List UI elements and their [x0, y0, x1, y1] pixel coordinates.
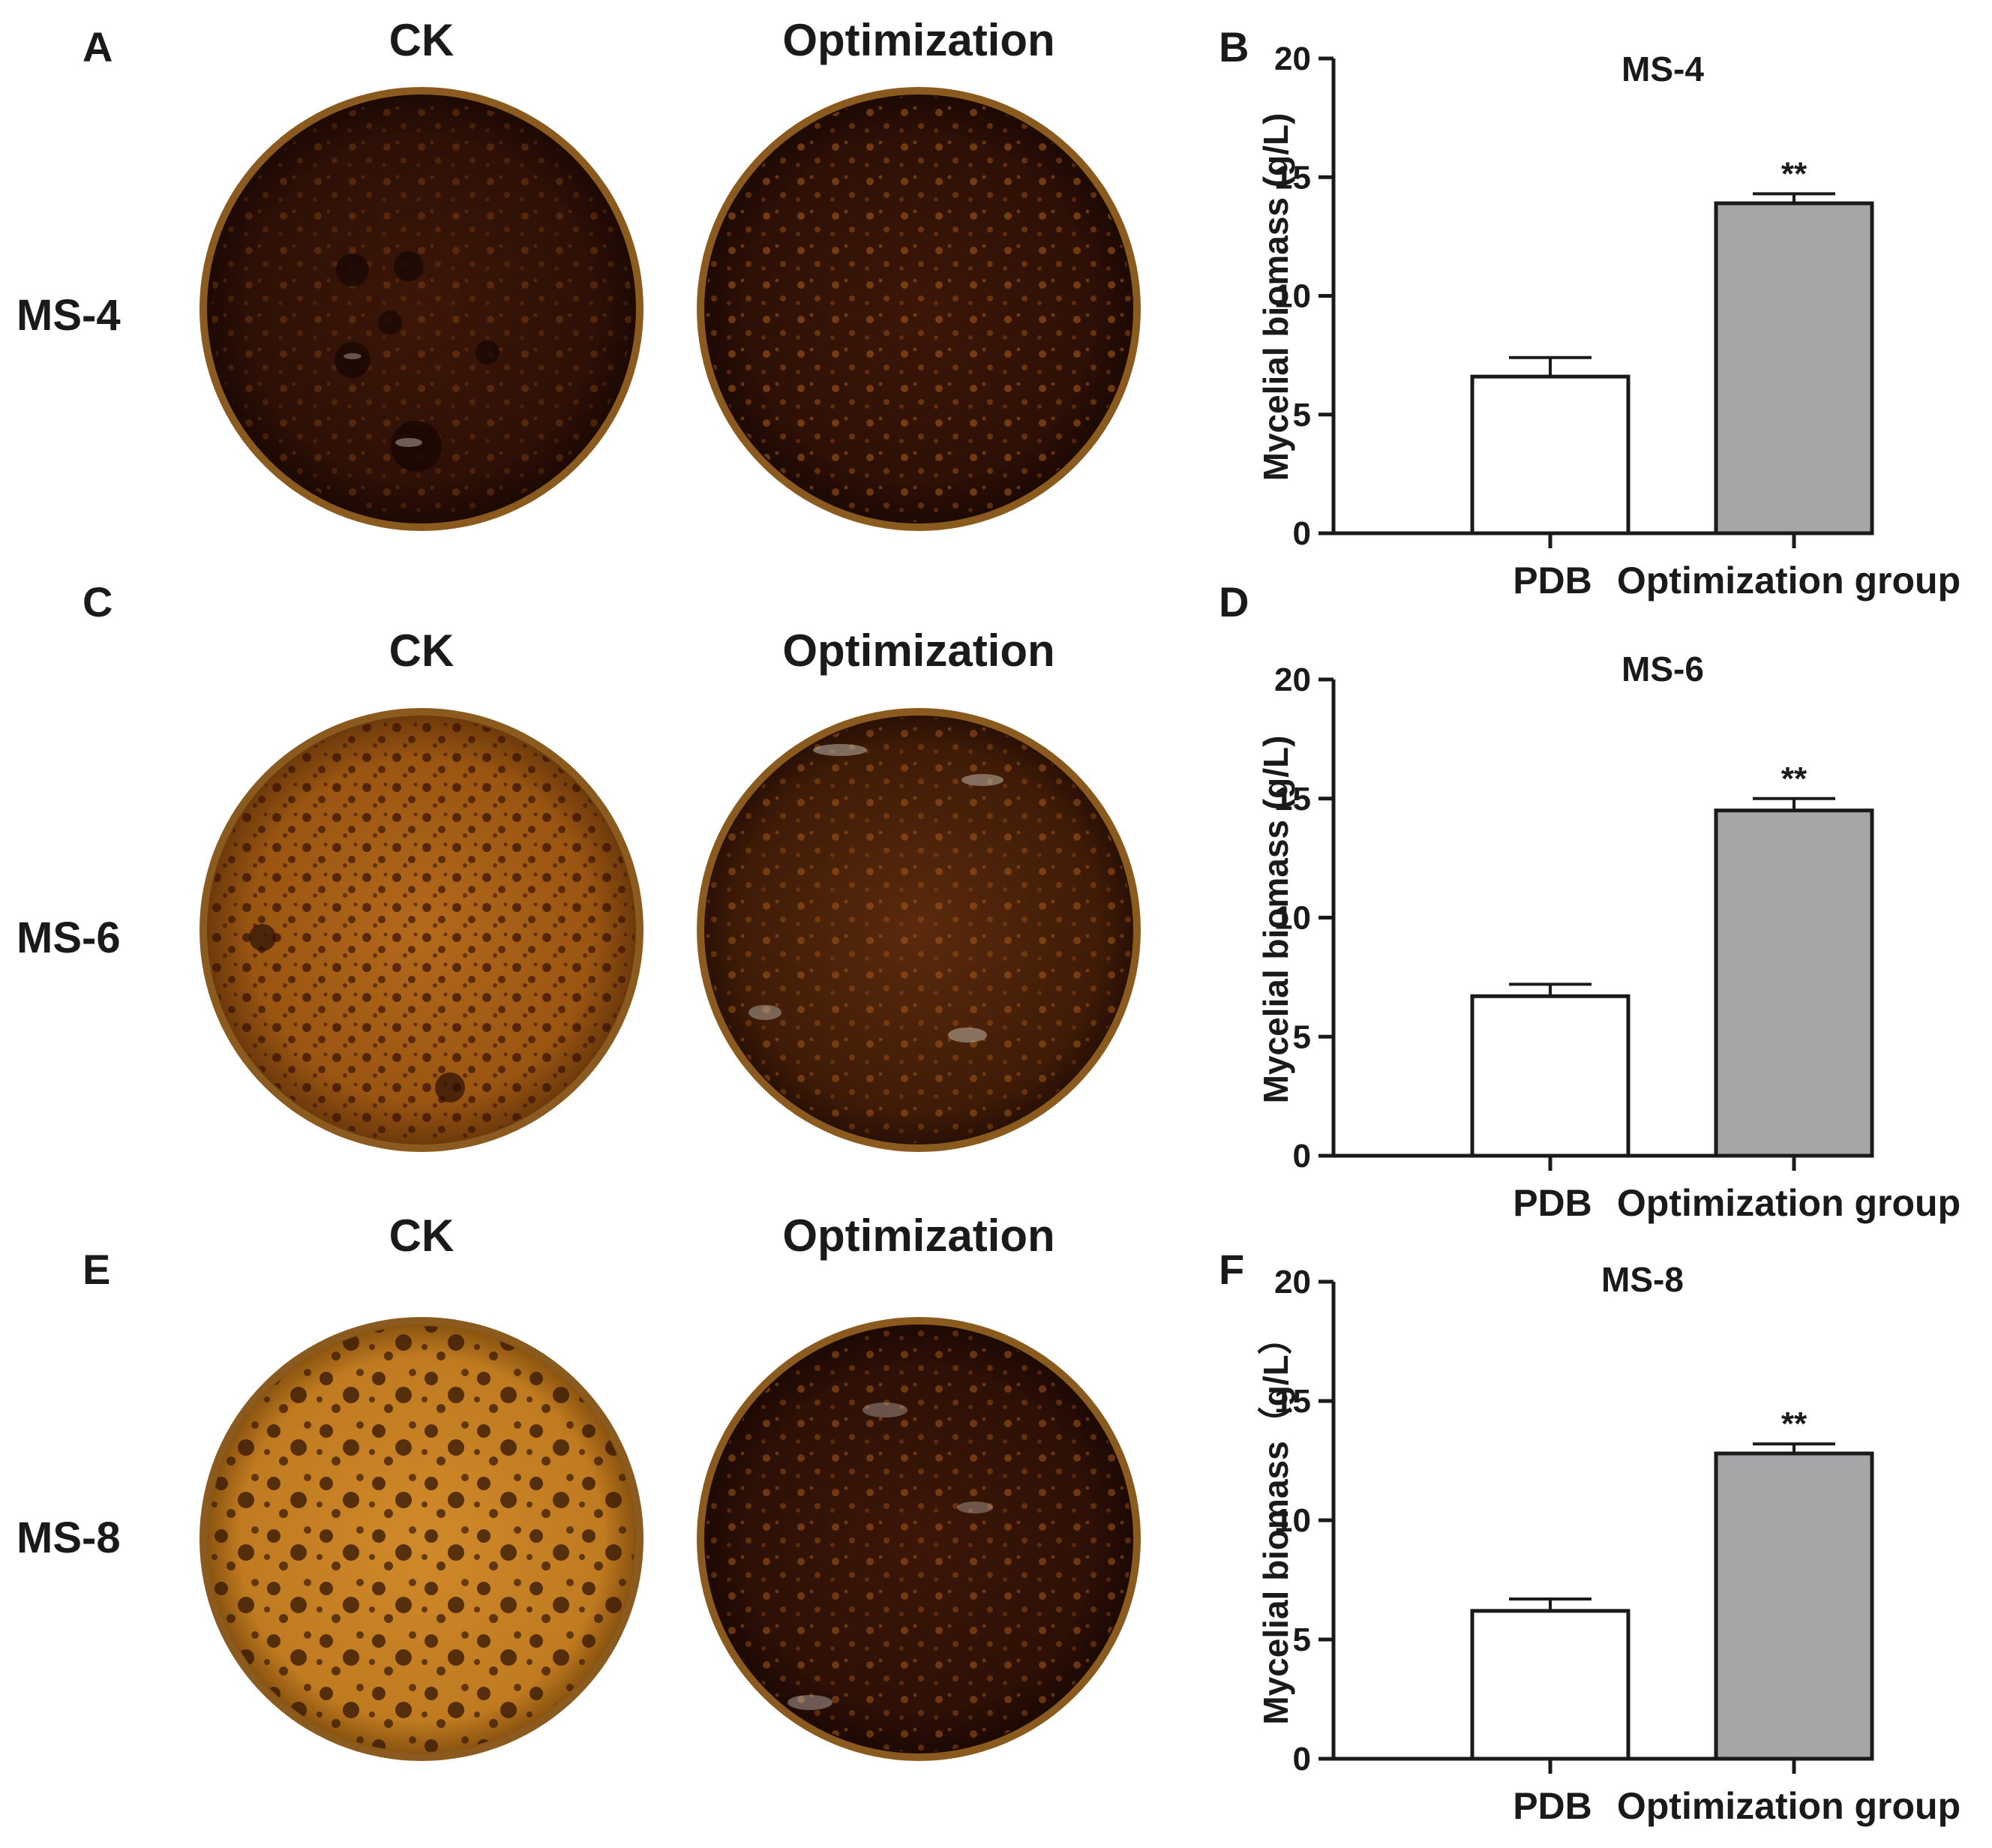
y-tick-label: 5: [1293, 1622, 1311, 1658]
y-tick-label: 20: [1274, 40, 1311, 77]
x-tick-label: Optimization group: [1617, 1182, 1960, 1224]
significance-marker: **: [1781, 1406, 1808, 1442]
bar-optimization-group: [1714, 808, 1874, 1158]
significance-marker: **: [1781, 760, 1808, 797]
panel-label-b: B: [1219, 23, 1249, 70]
y-axis-label: Mycelial biomass (g/L): [1256, 736, 1295, 1104]
x-tick-label: Optimization group: [1617, 560, 1960, 602]
x-tick-label: PDB: [1513, 1182, 1592, 1224]
y-tick-label: 10: [1274, 278, 1311, 315]
row-label-ms8: MS-8: [16, 1514, 121, 1562]
significance-marker: **: [1781, 155, 1808, 192]
col-header-ck: CK: [389, 1210, 454, 1261]
col-header-ck: CK: [389, 626, 454, 676]
bar-pdb: [1470, 994, 1630, 1158]
panel-label-c: C: [82, 578, 112, 626]
panel-label-d: D: [1219, 578, 1249, 626]
y-tick-label: 10: [1274, 900, 1311, 937]
chart-title: MS-6: [1622, 650, 1704, 688]
y-tick-label: 5: [1293, 1018, 1311, 1055]
x-tick-label: PDB: [1513, 560, 1592, 602]
y-tick-label: 0: [1293, 1741, 1311, 1778]
panel-label-f: F: [1219, 1246, 1244, 1293]
panel-label-a: A: [82, 23, 112, 70]
y-tick-label: 0: [1293, 515, 1311, 552]
y-tick-label: 15: [1274, 159, 1311, 196]
y-tick-label: 15: [1274, 1383, 1311, 1420]
petri-dish-ck-ms4: [200, 87, 644, 531]
panel-label-e: E: [82, 1246, 110, 1293]
bar-pdb: [1470, 374, 1630, 536]
col-header-optimization: Optimization: [782, 626, 1054, 676]
bar-chart-ms6: MS-6 Mycelial biomass (g/L) 0 5 10 15 20 PDB *…: [1256, 650, 1960, 1224]
y-tick-label: 10: [1274, 1502, 1311, 1539]
bar-chart-ms4: MS-4 Mycelial biomass (g/L) 0 5 10 15 20 PDB *…: [1256, 40, 1960, 602]
x-tick-label: Optimization group: [1617, 1785, 1960, 1827]
y-tick-label: 20: [1274, 1264, 1311, 1300]
chart-title: MS-8: [1601, 1260, 1684, 1299]
y-axis-label: Mycelial biomass（g/L）: [1256, 1320, 1295, 1724]
row-label-ms6: MS-6: [16, 914, 121, 962]
petri-dish-ck-ms6: [200, 708, 644, 1152]
bar-chart-ms8: MS-8 Mycelial biomass（g/L） 0 5 10 15 20 PDB **…: [1256, 1260, 1960, 1827]
x-tick-label: PDB: [1513, 1785, 1592, 1827]
col-header-optimization: Optimization: [782, 15, 1054, 65]
col-header-ck: CK: [389, 15, 454, 65]
petri-dish-optimization-ms4: [697, 87, 1141, 531]
petri-dish-optimization-ms8: [697, 1317, 1141, 1761]
petri-dish-optimization-ms6: [697, 708, 1141, 1152]
y-axis-label: Mycelial biomass (g/L): [1256, 113, 1295, 482]
bar-optimization-group: [1714, 1451, 1874, 1761]
bar-pdb: [1470, 1609, 1630, 1761]
y-tick-label: 0: [1293, 1138, 1311, 1174]
row-label-ms4: MS-4: [16, 291, 121, 340]
y-tick-label: 5: [1293, 397, 1311, 434]
petri-dish-ck-ms8: [200, 1317, 644, 1761]
col-header-optimization: Optimization: [782, 1210, 1054, 1261]
chart-title: MS-4: [1622, 50, 1704, 88]
y-tick-label: 20: [1274, 662, 1311, 698]
y-tick-label: 15: [1274, 781, 1311, 818]
bar-optimization-group: [1714, 201, 1874, 536]
